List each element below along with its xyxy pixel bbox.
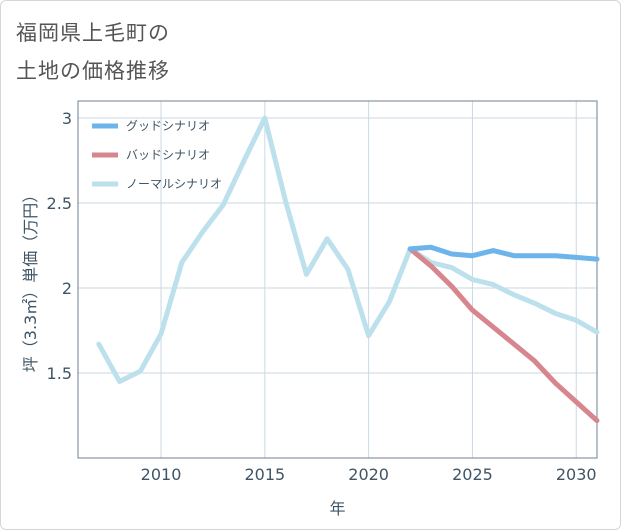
x-tick-label: 2015 xyxy=(244,465,285,484)
legend-label: グッドシナリオ xyxy=(126,119,210,133)
plot-frame xyxy=(77,100,598,459)
chart-title-line1: 福岡県上毛町の xyxy=(16,21,170,45)
y-tick-label: 3 xyxy=(62,109,72,128)
x-tick-label: 2030 xyxy=(556,465,597,484)
x-tick-label: 2025 xyxy=(452,465,493,484)
y-tick-label: 1.5 xyxy=(47,364,72,383)
legend-label: ノーマルシナリオ xyxy=(126,177,222,191)
y-axis-label: 坪（3.3㎡）単価（万円） xyxy=(21,187,40,372)
series-line-good xyxy=(407,244,600,262)
chart-title-line2: 土地の価格推移 xyxy=(16,59,170,83)
series-line-bad xyxy=(407,246,600,424)
y-tick-label: 2 xyxy=(62,279,72,298)
x-axis-label: 年 xyxy=(329,499,345,518)
y-tick-label: 2.5 xyxy=(47,194,72,213)
series-line-normal xyxy=(96,115,600,384)
x-tick-label: 2020 xyxy=(348,465,389,484)
series-layer xyxy=(96,115,600,424)
x-tick-label: 2010 xyxy=(141,465,182,484)
legend-label: バッドシナリオ xyxy=(126,148,210,162)
tick-labels: 2010 2015 2020 2025 2030 1.5 2 2.5 3 xyxy=(47,109,597,484)
